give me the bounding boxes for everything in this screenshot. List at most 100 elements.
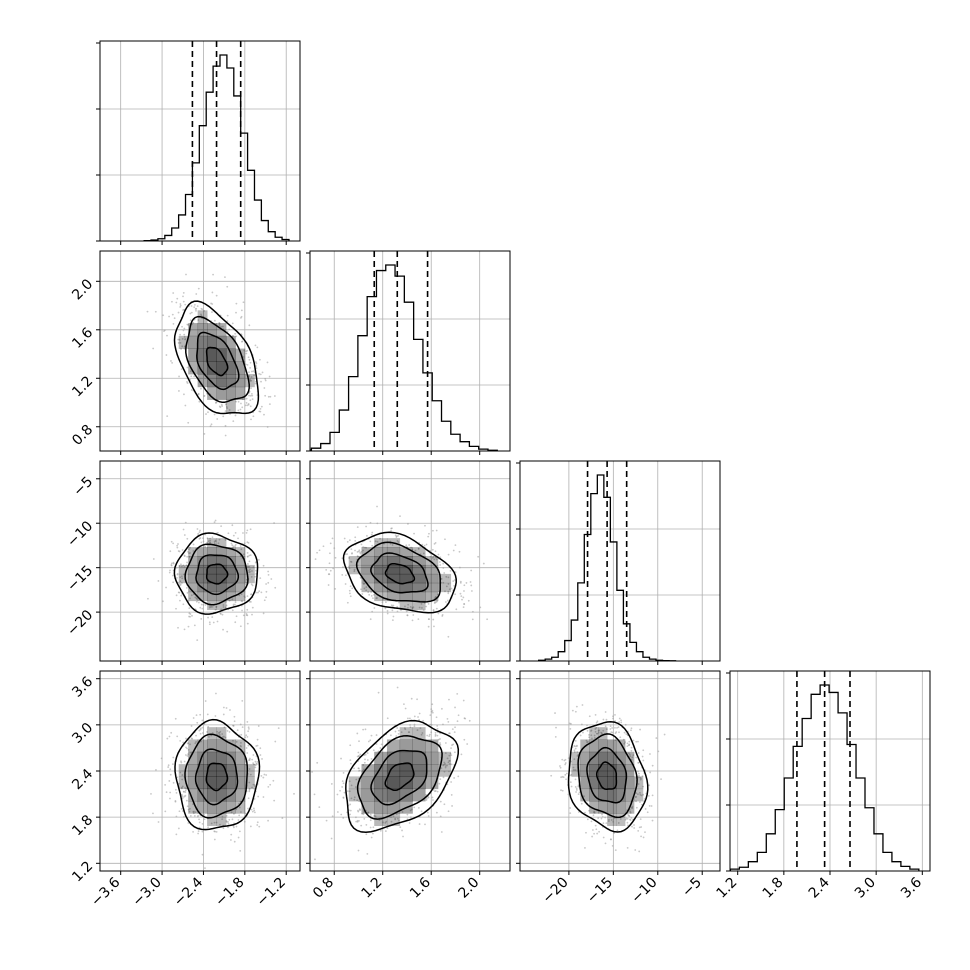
- scatter-point: [193, 815, 196, 817]
- scatter-point: [363, 587, 366, 590]
- scatter-point: [642, 759, 645, 762]
- scatter-point: [258, 372, 261, 375]
- density-cell: [207, 764, 217, 777]
- scatter-point: [440, 767, 443, 769]
- scatter-point: [424, 823, 426, 826]
- scatter-point: [432, 789, 435, 791]
- scatter-point: [176, 735, 179, 738]
- scatter-point: [227, 826, 229, 829]
- scatter-point: [255, 763, 258, 766]
- scatter-point: [224, 410, 227, 412]
- scatter-point: [355, 816, 357, 819]
- scatter-point: [311, 771, 313, 773]
- scatter-point: [639, 791, 641, 794]
- scatter-point: [622, 738, 625, 741]
- scatter-point: [240, 741, 242, 744]
- scatter-point: [638, 774, 640, 777]
- scatter-point: [629, 812, 632, 814]
- scatter-point: [234, 531, 237, 534]
- scatter-point: [614, 732, 617, 735]
- density-cell: [226, 739, 236, 753]
- scatter-point: [246, 721, 249, 723]
- scatter-point: [196, 305, 199, 308]
- contour-line: [194, 748, 239, 806]
- density-cell: [374, 547, 388, 557]
- scatter-point: [458, 566, 461, 569]
- scatter-point: [256, 760, 259, 763]
- density-cell: [437, 764, 452, 777]
- scatter-point: [186, 755, 189, 757]
- density-cell: [226, 573, 236, 584]
- scatter-point: [170, 360, 172, 362]
- scatter-point: [450, 587, 453, 590]
- scatter-point: [614, 726, 616, 729]
- scatter-point: [452, 549, 455, 552]
- density-cell: [580, 776, 590, 790]
- density-cell: [425, 591, 439, 602]
- scatter-point: [413, 723, 416, 726]
- scatter-point: [264, 377, 267, 380]
- scatter-point: [646, 811, 649, 814]
- scatter-point: [183, 555, 186, 558]
- scatter-point: [356, 732, 359, 735]
- scatter-point: [201, 830, 204, 833]
- scatter-point: [223, 726, 226, 729]
- scatter-point: [179, 771, 182, 774]
- scatter-point: [251, 613, 253, 616]
- scatter-point: [630, 749, 633, 752]
- scatter-point: [265, 583, 268, 585]
- scatter-point: [638, 850, 641, 853]
- contour-line: [577, 733, 638, 819]
- scatter-point: [445, 585, 448, 588]
- scatter-point: [344, 574, 347, 577]
- scatter-point: [449, 569, 452, 572]
- scatter-point: [238, 806, 241, 809]
- scatter-point: [376, 522, 379, 525]
- density-cell: [437, 582, 452, 593]
- scatter-point: [183, 335, 186, 338]
- scatter-point: [574, 747, 577, 750]
- scatter-point: [605, 718, 608, 721]
- scatter-point: [235, 615, 238, 618]
- density-cell: [616, 764, 626, 777]
- scatter-point: [576, 751, 579, 753]
- scatter-point: [330, 837, 333, 840]
- scatter-point: [601, 813, 603, 816]
- scatter-point: [259, 747, 262, 750]
- scatter-point: [181, 778, 184, 781]
- scatter-point: [408, 717, 411, 720]
- scatter-point: [246, 595, 249, 598]
- scatter-point: [595, 726, 598, 729]
- scatter-point: [201, 726, 204, 729]
- scatter-point: [397, 729, 400, 732]
- density-cell: [207, 727, 217, 740]
- contour-line: [586, 746, 628, 804]
- scatter-point: [365, 589, 368, 592]
- scatter-point: [198, 531, 201, 534]
- scatter-point: [187, 822, 190, 824]
- scatter-point: [207, 411, 209, 414]
- density-cell: [580, 764, 590, 777]
- scatter-point: [194, 811, 197, 813]
- density-cell: [197, 751, 208, 765]
- scatter-point: [187, 753, 189, 756]
- density-cell: [235, 386, 246, 400]
- scatter-point: [182, 295, 184, 298]
- scatter-point: [376, 540, 379, 543]
- scatter-point: [235, 740, 238, 743]
- scatter-point: [450, 747, 452, 750]
- scatter-point: [560, 789, 562, 792]
- scatter-point: [180, 563, 182, 566]
- scatter-point: [451, 728, 454, 731]
- scatter-point: [448, 770, 450, 773]
- scatter-point: [245, 612, 248, 615]
- scatter-point: [210, 822, 213, 825]
- x-tick-label: 3.6: [898, 874, 925, 901]
- scatter-point: [230, 542, 233, 545]
- density-cell: [386, 591, 401, 602]
- scatter-point: [351, 552, 353, 555]
- density-cell: [216, 727, 227, 740]
- scatter-point: [256, 821, 259, 824]
- histogram-step: [310, 264, 498, 451]
- scatter-point: [453, 584, 456, 587]
